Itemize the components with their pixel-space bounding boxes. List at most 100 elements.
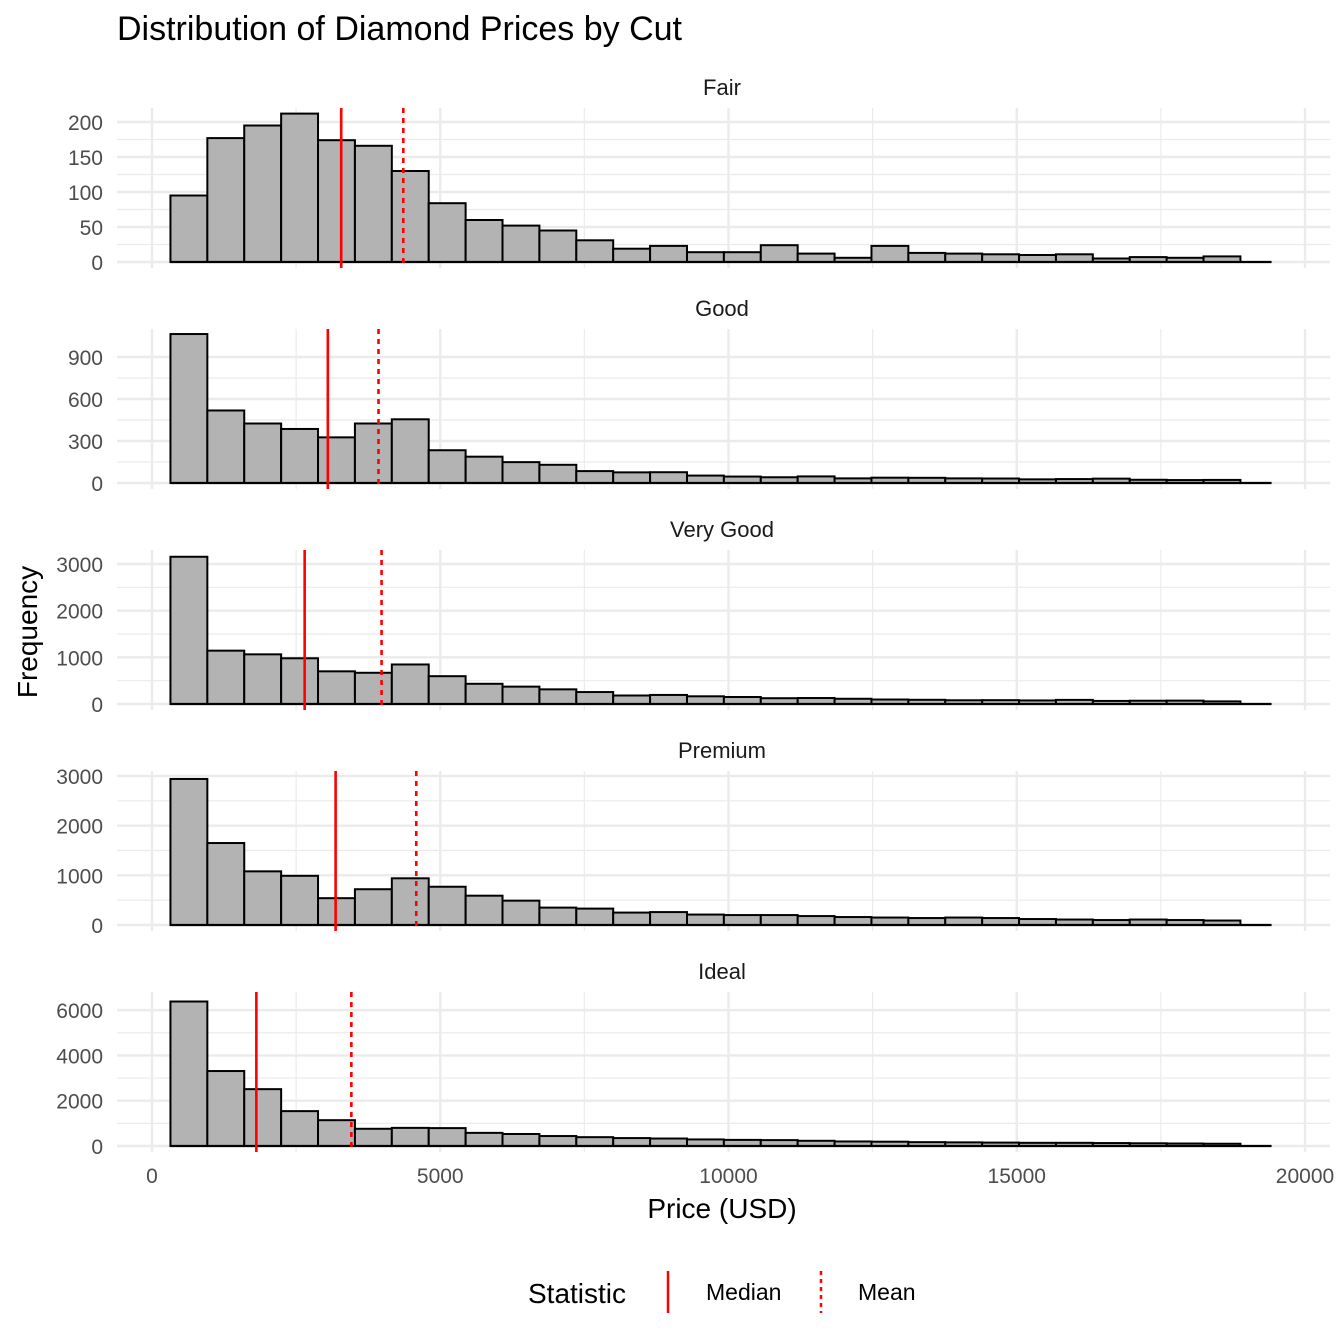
histogram-bar bbox=[169, 333, 209, 485]
histogram-bar bbox=[538, 1135, 578, 1147]
histogram-bar bbox=[243, 870, 283, 926]
x-tick-label: 20000 bbox=[1276, 1165, 1334, 1188]
y-tick-label: 0 bbox=[91, 252, 103, 275]
histogram-bar bbox=[722, 914, 762, 926]
histogram-bar bbox=[353, 671, 393, 706]
histogram-bar bbox=[280, 427, 320, 484]
histogram-bar bbox=[169, 194, 209, 263]
histogram-bar bbox=[243, 1088, 283, 1147]
y-tick-label: 4000 bbox=[56, 1045, 103, 1068]
histogram-bar bbox=[501, 461, 541, 485]
y-tick-label: 150 bbox=[68, 147, 103, 170]
histogram-bar bbox=[206, 649, 246, 705]
histogram-bar bbox=[685, 251, 725, 263]
histogram-bar bbox=[981, 253, 1021, 264]
panel-premium: Premium 0 1000 2000 3000 bbox=[56, 738, 1330, 938]
histogram-bar bbox=[575, 691, 615, 706]
facet-strip-label: Fair bbox=[703, 75, 741, 100]
histogram-bar bbox=[427, 1127, 467, 1147]
histogram-bar bbox=[353, 422, 393, 484]
facet-strip-label: Premium bbox=[678, 738, 766, 763]
y-tick-label: 3000 bbox=[56, 554, 103, 577]
histogram-bar bbox=[538, 688, 578, 706]
histogram-bar bbox=[612, 247, 652, 263]
y-tick-label: 0 bbox=[91, 915, 103, 938]
histogram-bar bbox=[206, 409, 246, 485]
histogram-bar bbox=[280, 1110, 320, 1148]
histogram-bar bbox=[243, 422, 283, 484]
facet-strip-label: Good bbox=[695, 296, 749, 321]
histogram-bar bbox=[907, 251, 947, 263]
histogram-bar bbox=[427, 885, 467, 927]
histogram-bar bbox=[649, 1137, 688, 1148]
histogram-bar bbox=[870, 244, 910, 263]
histogram-bar bbox=[870, 916, 910, 927]
histogram-bar bbox=[649, 244, 688, 263]
histogram-bar bbox=[427, 675, 467, 705]
y-tick-label: 0 bbox=[91, 1136, 103, 1159]
y-axis-title: Frequency bbox=[12, 566, 43, 698]
histogram-bar bbox=[796, 915, 836, 926]
histogram-bar bbox=[317, 1119, 356, 1148]
histogram-bar bbox=[501, 1132, 541, 1148]
y-tick-label: 0 bbox=[91, 694, 103, 717]
histogram-bar bbox=[944, 916, 984, 927]
histogram-bar bbox=[649, 471, 688, 485]
histogram-bar bbox=[538, 906, 578, 927]
histogram-bar bbox=[796, 252, 836, 264]
histogram-bar bbox=[464, 1131, 504, 1148]
facet-panels: Fair 0 50 100 150 200 Good 0 300 600 900 Very Good 0… bbox=[56, 75, 1330, 1159]
y-tick-label: 2000 bbox=[56, 601, 103, 624]
histogram-bar bbox=[685, 913, 725, 927]
histogram-bar bbox=[759, 914, 799, 926]
histogram-bar bbox=[575, 470, 615, 485]
y-tick-label: 1000 bbox=[56, 647, 103, 670]
histogram-bar bbox=[280, 657, 320, 705]
histogram-bar bbox=[722, 251, 762, 263]
legend-mean-label: Mean bbox=[858, 1279, 916, 1305]
y-tick-label: 200 bbox=[68, 112, 103, 135]
facet-strip-label: Ideal bbox=[698, 959, 746, 984]
histogram-bar bbox=[464, 219, 504, 263]
chart-title: Distribution of Diamond Prices by Cut bbox=[117, 10, 683, 48]
histogram-bar bbox=[390, 418, 430, 484]
histogram-bar bbox=[353, 144, 393, 263]
histogram-bar bbox=[243, 653, 283, 706]
histogram-bar bbox=[169, 1000, 209, 1148]
panel-good: Good 0 300 600 900 bbox=[68, 296, 1330, 496]
x-tick-label: 15000 bbox=[988, 1165, 1046, 1188]
y-tick-label: 1000 bbox=[56, 865, 103, 888]
histogram-bar bbox=[649, 693, 688, 705]
histogram-bar bbox=[206, 842, 246, 927]
histogram-bar bbox=[612, 911, 652, 926]
x-tick-label: 5000 bbox=[417, 1165, 464, 1188]
histogram-bar bbox=[280, 112, 320, 263]
panel-fair: Fair 0 50 100 150 200 bbox=[68, 75, 1330, 275]
histogram-bar bbox=[501, 224, 541, 264]
histogram-bar bbox=[649, 911, 688, 926]
y-tick-label: 3000 bbox=[56, 766, 103, 789]
x-axis: 0 5000 10000 15000 20000 bbox=[146, 1165, 1334, 1188]
histogram-bar bbox=[685, 695, 725, 705]
facet-strip-label: Very Good bbox=[670, 517, 774, 542]
y-tick-label: 900 bbox=[68, 347, 103, 370]
histogram-bar bbox=[206, 137, 246, 264]
x-tick-label: 10000 bbox=[699, 1165, 757, 1188]
histogram-bar bbox=[317, 139, 356, 263]
y-tick-label: 50 bbox=[80, 217, 103, 240]
histogram-bar bbox=[575, 239, 615, 264]
y-tick-label: 2000 bbox=[56, 816, 103, 839]
histogram-bar bbox=[464, 682, 504, 706]
histogram-bar bbox=[575, 1136, 615, 1147]
histogram-bar bbox=[427, 202, 467, 263]
histogram-bar bbox=[169, 555, 209, 705]
histogram-bar bbox=[390, 663, 430, 705]
histogram-bar bbox=[464, 894, 504, 926]
histogram-bar bbox=[243, 124, 283, 263]
y-tick-label: 600 bbox=[68, 389, 103, 412]
histogram-bar bbox=[206, 1070, 246, 1147]
y-tick-label: 100 bbox=[68, 182, 103, 205]
histogram-bar bbox=[538, 463, 578, 484]
histogram-bar bbox=[317, 436, 356, 484]
